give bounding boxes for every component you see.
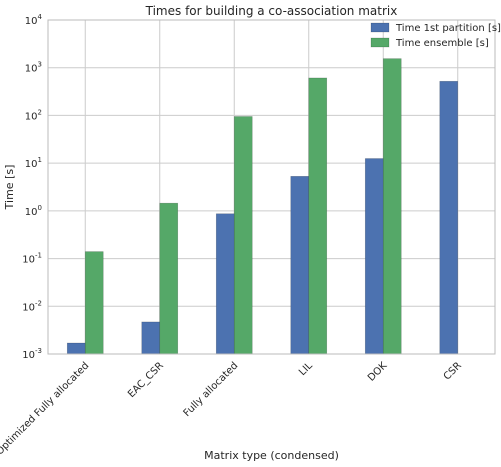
y-tick-label: 102 [25,108,42,122]
plot-area [48,20,495,354]
legend-swatch [370,37,390,48]
bar-first-partition [290,175,310,355]
y-tick-exponent: 3 [38,61,42,69]
legend-label: Time 1st partition [s] [395,23,501,34]
bar-ensemble [382,58,402,355]
legend-label: Time ensemble [s] [395,38,489,49]
y-tick-base: 10 [25,159,38,170]
bar-ensemble [159,202,179,355]
x-tick-label: LIL [297,360,315,378]
y-tick-base: 10 [25,207,38,218]
y-tick-label: 10-1 [22,252,42,266]
y-tick-base: 10 [22,350,35,361]
y-tick-label: 10-3 [22,347,42,361]
x-axis-ticks: Optimized Fully allocated EAC_CSR Fully al… [0,360,464,457]
bar-ensemble [308,77,328,355]
y-tick-label: 100 [25,204,42,218]
y-tick-exponent: -1 [35,252,42,260]
y-tick-exponent: -3 [35,347,42,355]
x-tick-label: CSR [442,360,464,382]
y-tick-exponent: 2 [38,108,42,116]
y-tick-label: 10-2 [22,299,42,313]
legend-swatch [370,22,390,33]
y-tick-exponent: -2 [35,299,42,307]
y-tick-label: 103 [25,61,42,75]
y-tick-base: 10 [25,16,38,27]
bar-first-partition [141,321,161,355]
y-axis-title: Time [s] [3,165,16,211]
x-axis-title: Matrix type (condensed) [204,449,339,462]
y-tick-base: 10 [25,111,38,122]
plot-frame [47,19,496,355]
chart-title: Times for building a co-association matr… [145,4,398,18]
y-tick-label: 101 [25,156,42,170]
y-tick-exponent: 0 [38,204,42,212]
bar-first-partition [439,80,459,355]
x-tick-label: Optimized Fully allocated [0,360,91,457]
x-tick-label: DOK [366,360,390,384]
bar-first-partition [215,213,235,355]
bar-ensemble [84,251,104,355]
x-tick-label: EAC_CSR [126,360,166,400]
y-tick-base: 10 [22,255,35,266]
y-tick-base: 10 [25,64,38,75]
y-tick-exponent: 1 [38,156,42,164]
y-tick-label: 104 [25,13,43,27]
y-tick-exponent: 4 [38,13,43,21]
y-tick-base: 10 [22,302,35,313]
bar-first-partition [66,342,86,355]
bar-ensemble [233,116,253,355]
bars [66,58,459,355]
legend: Time 1st partition [s] Time ensemble [s] [370,22,501,49]
x-tick-label: Fully allocated [182,360,241,419]
bar-first-partition [364,158,384,355]
